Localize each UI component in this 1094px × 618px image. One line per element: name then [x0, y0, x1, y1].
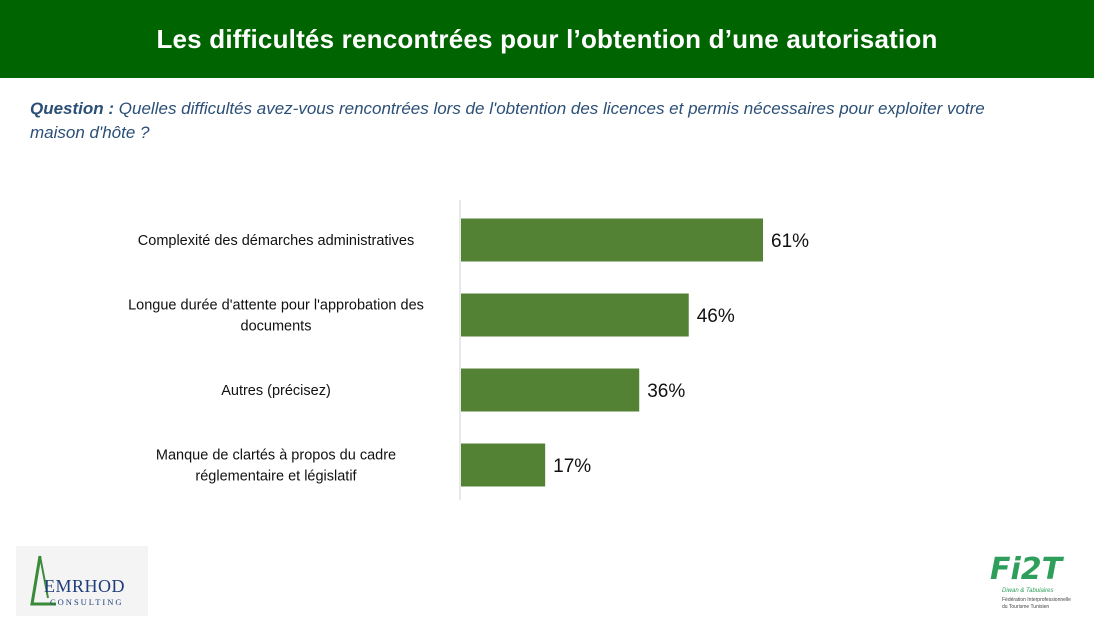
- fi2t-logo-sub1: Fédération Interprofessionnelle: [1002, 597, 1071, 603]
- question-text-block: Question : Quelles difficultés avez-vous…: [30, 97, 1040, 145]
- bar-value-label-3: 17%: [553, 456, 591, 477]
- emrhod-logo: EMRHOD CONSULTING: [16, 546, 148, 616]
- question-text: Quelles difficultés avez-vous rencontrée…: [30, 99, 985, 142]
- fi2t-logo-sub2: du Tourisme Tunisien: [1002, 604, 1050, 610]
- emrhod-logo-sub: CONSULTING: [50, 597, 124, 607]
- page-title: Les difficultés rencontrées pour l’obten…: [156, 23, 938, 54]
- category-label-line: Longue durée d'attente pour l'approbatio…: [128, 298, 424, 314]
- bar-2: [461, 368, 640, 412]
- fi2t-logo: Fi2T Diwan & Tabulaires Fédération Inter…: [980, 550, 1084, 614]
- category-label-0: Complexité des démarches administratives: [138, 233, 414, 249]
- title-banner: Les difficultés rencontrées pour l’obten…: [0, 0, 1094, 78]
- category-label-line: Complexité des démarches administratives: [138, 233, 414, 249]
- bar-3: [461, 443, 546, 487]
- bar-value-label-1: 46%: [697, 306, 735, 327]
- category-label-3: Manque de clartés à propos du cadre régle…: [156, 448, 396, 485]
- category-label-line: Manque de clartés à propos du cadre: [156, 448, 396, 464]
- emrhod-logo-name: EMRHOD: [44, 576, 126, 596]
- bar-0: [461, 218, 763, 262]
- question-label: Question :: [30, 99, 115, 118]
- fi2t-logo-name: Fi2T: [990, 552, 1063, 587]
- fi2t-logo-tagline: Diwan & Tabulaires: [1002, 588, 1054, 594]
- emrhod-mark-icon: [30, 555, 56, 606]
- bar-value-label-0: 61%: [771, 231, 809, 252]
- category-label-line: réglementaire et législatif: [195, 469, 357, 485]
- category-label-line: documents: [241, 319, 312, 335]
- bar-chart: 61% Complexité des démarches administrati…: [128, 200, 809, 500]
- category-label-1: Longue durée d'attente pour l'approbatio…: [128, 298, 424, 335]
- bar-value-label-2: 36%: [647, 381, 685, 402]
- category-label-line: Autres (précisez): [221, 383, 331, 399]
- category-label-2: Autres (précisez): [221, 383, 331, 399]
- bar-1: [461, 293, 689, 337]
